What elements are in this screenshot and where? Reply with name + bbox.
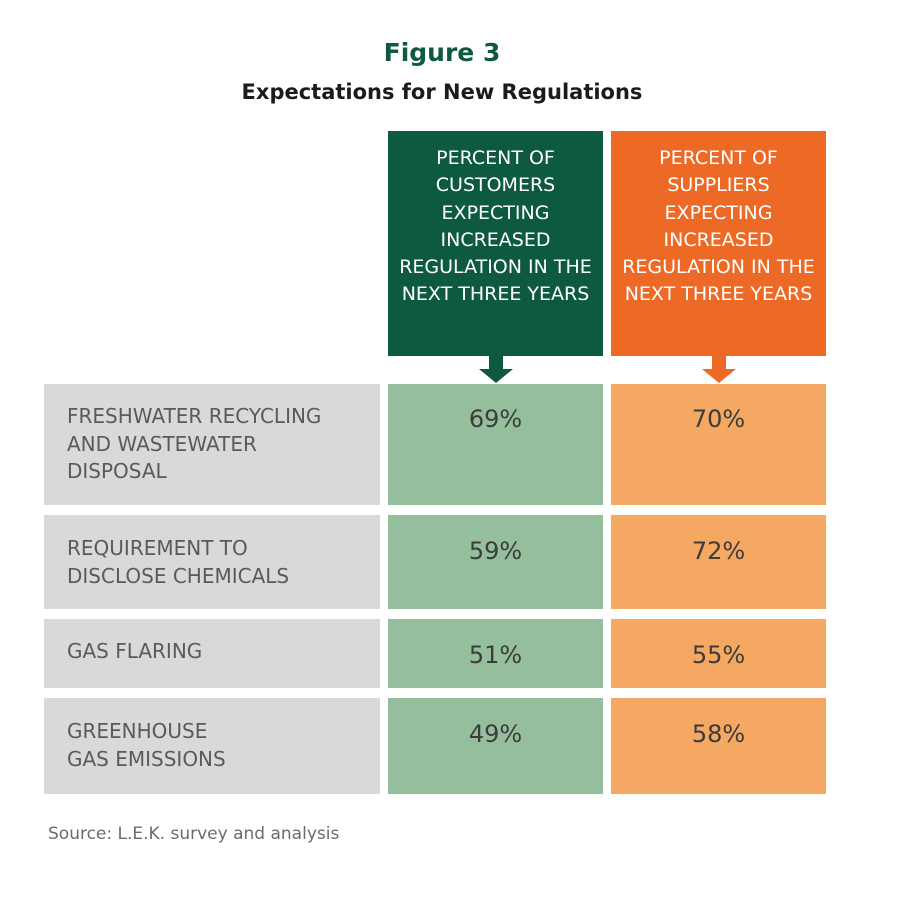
suppliers-value: 70% [691, 405, 746, 433]
suppliers-value-cell: 70% [611, 384, 826, 505]
suppliers-value: 55% [691, 641, 746, 669]
figure-label: Figure 3 [383, 38, 501, 67]
row-label-text: REQUIREMENT TO DISCLOSE CHEMICALS [67, 536, 290, 588]
row-label-text: GREENHOUSE GAS EMISSIONS [67, 719, 226, 771]
suppliers-column-header: PERCENT OF SUPPLIERS EXPECTING INCREASED… [611, 131, 826, 383]
customers-value-cell: 51% [388, 619, 603, 688]
row-label-chemicals: REQUIREMENT TO DISCLOSE CHEMICALS [44, 515, 380, 609]
customers-value-cell: 49% [388, 698, 603, 794]
row-label-freshwater: FRESHWATER RECYCLING AND WASTEWATER DISP… [44, 384, 380, 505]
chart-title: Expectations for New Regulations [241, 80, 643, 104]
customers-arrow-stem [488, 354, 503, 370]
customers-column-header: PERCENT OF CUSTOMERS EXPECTING INCREASED… [388, 131, 603, 383]
row-label-text: FRESHWATER RECYCLING AND WASTEWATER DISP… [67, 404, 322, 483]
row-label-greenhouse: GREENHOUSE GAS EMISSIONS [44, 698, 380, 794]
customers-value: 59% [468, 537, 523, 565]
source-note: Source: L.E.K. survey and analysis [48, 824, 340, 844]
customers-value: 69% [468, 405, 523, 433]
customers-value-cell: 69% [388, 384, 603, 505]
down-arrow-icon [478, 369, 513, 383]
customers-value: 49% [468, 720, 523, 748]
down-arrow-icon [701, 369, 736, 383]
suppliers-value: 72% [691, 537, 746, 565]
customers-value-cell: 59% [388, 515, 603, 609]
suppliers-value-cell: 72% [611, 515, 826, 609]
row-label-gas-flaring: GAS FLARING [44, 619, 380, 688]
customers-value: 51% [468, 641, 523, 669]
suppliers-value-cell: 58% [611, 698, 826, 794]
suppliers-arrow-stem [711, 354, 726, 370]
row-label-text: GAS FLARING [67, 639, 203, 663]
customers-column-header-label: PERCENT OF CUSTOMERS EXPECTING INCREASED… [399, 147, 592, 306]
suppliers-value-cell: 55% [611, 619, 826, 688]
suppliers-value: 58% [691, 720, 746, 748]
suppliers-column-header-label: PERCENT OF SUPPLIERS EXPECTING INCREASED… [622, 147, 815, 306]
